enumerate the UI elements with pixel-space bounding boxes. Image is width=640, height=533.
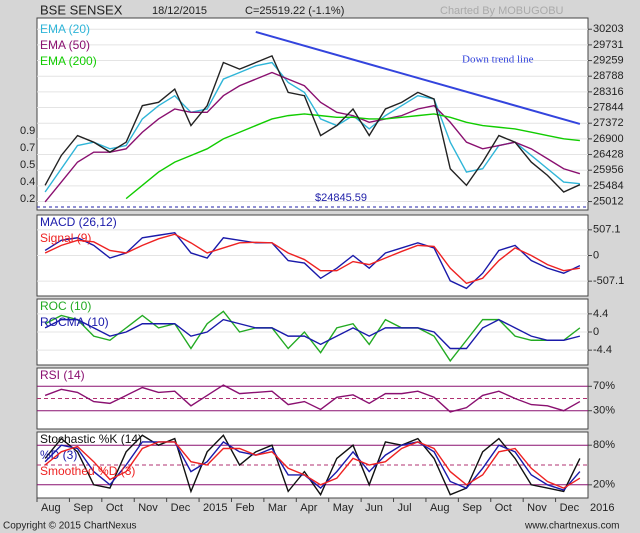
series-line	[44, 54, 581, 193]
left-label: 0.2	[20, 193, 35, 205]
y-tick-label: 26900	[593, 133, 624, 145]
x-tick-label: Oct	[495, 502, 512, 514]
y-tick-label: -4.4	[593, 344, 612, 356]
y-tick-label: 26428	[593, 148, 624, 160]
y-tick-label: -507.1	[593, 275, 624, 287]
series-line	[44, 61, 580, 193]
y-tick-label: 70%	[593, 380, 615, 392]
close-info: C=25519.22 (-1.1%)	[245, 5, 344, 17]
y-tick-label: 25484	[593, 180, 624, 192]
legend-entry: Smoothed %D (3)	[40, 464, 135, 478]
x-tick-label: May	[333, 502, 354, 514]
legend-entry: EMA (20)	[40, 22, 90, 36]
y-tick-label: 507.1	[593, 224, 621, 236]
y-tick-label: 25012	[593, 195, 624, 207]
series-line	[44, 231, 581, 290]
x-tick-label: Aug	[430, 502, 450, 514]
y-tick-label: 0	[593, 249, 599, 261]
trend-label: Down trend line	[462, 54, 534, 66]
legend-entry: Signal (9)	[40, 231, 91, 245]
trend-line	[255, 31, 581, 125]
left-label: 0.5	[20, 159, 35, 171]
series-line	[44, 310, 581, 363]
copyright: Copyright © 2015 ChartNexus	[3, 521, 137, 532]
y-tick-label: 28316	[593, 86, 624, 98]
series-line	[44, 318, 581, 350]
y-tick-label: 27372	[593, 117, 624, 129]
x-tick-label: Jun	[365, 502, 383, 514]
left-label: 0.9	[20, 125, 35, 137]
y-tick-label: 29731	[593, 39, 624, 51]
x-tick-label: Sep	[73, 502, 93, 514]
y-tick-label: 29259	[593, 54, 624, 66]
y-tick-label: 20%	[593, 479, 615, 491]
x-tick-label: Jul	[398, 502, 412, 514]
legend-entry: %D (3)	[40, 448, 77, 462]
y-tick-label: 0	[593, 326, 599, 338]
legend-entry: MACD (26,12)	[40, 215, 117, 229]
x-tick-label: Aug	[41, 502, 61, 514]
x-tick-label: Nov	[138, 502, 158, 514]
y-tick-label: 4.4	[593, 308, 608, 320]
date: 18/12/2015	[152, 5, 207, 17]
support-label: $24845.59	[315, 192, 367, 204]
credit: Charted By MOBUGOBU	[440, 5, 564, 17]
series-line	[44, 441, 581, 489]
chart-title: BSE SENSEX	[40, 2, 123, 17]
x-tick-label: Dec	[560, 502, 580, 514]
y-tick-label: 28788	[593, 70, 624, 82]
x-tick-label: Dec	[171, 502, 191, 514]
left-label: 0.4	[20, 176, 35, 188]
x-tick-label: Apr	[300, 502, 317, 514]
legend-entry: EMA (50)	[40, 38, 90, 52]
series-line	[44, 233, 581, 285]
legend-entry: ROCMA (10)	[40, 315, 109, 329]
series-line	[44, 440, 581, 491]
legend-entry: ROC (10)	[40, 299, 91, 313]
y-tick-label: 27844	[593, 101, 624, 113]
x-tick-label: Nov	[527, 502, 547, 514]
x-end-label: 2016	[590, 502, 614, 514]
y-tick-label: 25956	[593, 164, 624, 176]
series-line	[44, 384, 581, 413]
series-line	[44, 71, 581, 203]
y-tick-label: 30203	[593, 23, 624, 35]
x-tick-label: Oct	[106, 502, 123, 514]
series-line	[125, 113, 580, 200]
x-tick-label: 2015	[203, 502, 227, 514]
legend-entry: Stochastic %K (14)	[40, 432, 142, 446]
x-tick-label: Sep	[462, 502, 482, 514]
left-label: 0.7	[20, 142, 35, 154]
y-tick-label: 30%	[593, 405, 615, 417]
legend-entry: RSI (14)	[40, 368, 85, 382]
series-line	[44, 434, 581, 497]
x-tick-label: Mar	[268, 502, 287, 514]
x-tick-label: Feb	[235, 502, 254, 514]
y-tick-label: 80%	[593, 439, 615, 451]
legend-entry: EMA (200)	[40, 54, 97, 68]
site: www.chartnexus.com	[524, 521, 619, 532]
